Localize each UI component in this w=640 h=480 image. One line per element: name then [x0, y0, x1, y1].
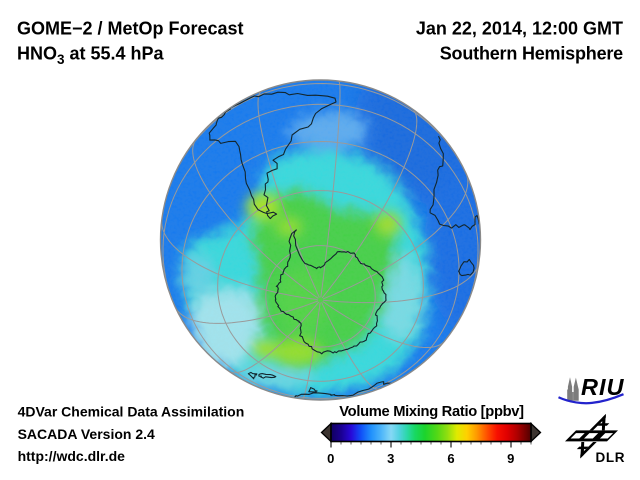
svg-text:9: 9 — [507, 451, 514, 466]
svg-text:GOME−2 / MetOp Forecast: GOME−2 / MetOp Forecast — [17, 19, 244, 39]
svg-text:DLR: DLR — [596, 450, 626, 465]
svg-text:HNO3 at 55.4 hPa: HNO3 at 55.4 hPa — [17, 44, 165, 67]
svg-text:Volume Mixing Ratio [ppbv]: Volume Mixing Ratio [ppbv] — [339, 404, 524, 420]
svg-text:0: 0 — [327, 451, 334, 466]
svg-text:http://wdc.dlr.de: http://wdc.dlr.de — [18, 448, 126, 464]
svg-text:Southern Hemisphere: Southern Hemisphere — [440, 43, 623, 63]
svg-text:Jan 22, 2014, 12:00 GMT: Jan 22, 2014, 12:00 GMT — [416, 19, 623, 39]
svg-text:4DVar Chemical Data Assimilati: 4DVar Chemical Data Assimilation — [18, 404, 245, 420]
svg-text:SACADA Version 2.4: SACADA Version 2.4 — [18, 426, 155, 442]
svg-text:3: 3 — [387, 451, 394, 466]
svg-text:RIU: RIU — [581, 374, 625, 400]
svg-text:6: 6 — [447, 451, 454, 466]
